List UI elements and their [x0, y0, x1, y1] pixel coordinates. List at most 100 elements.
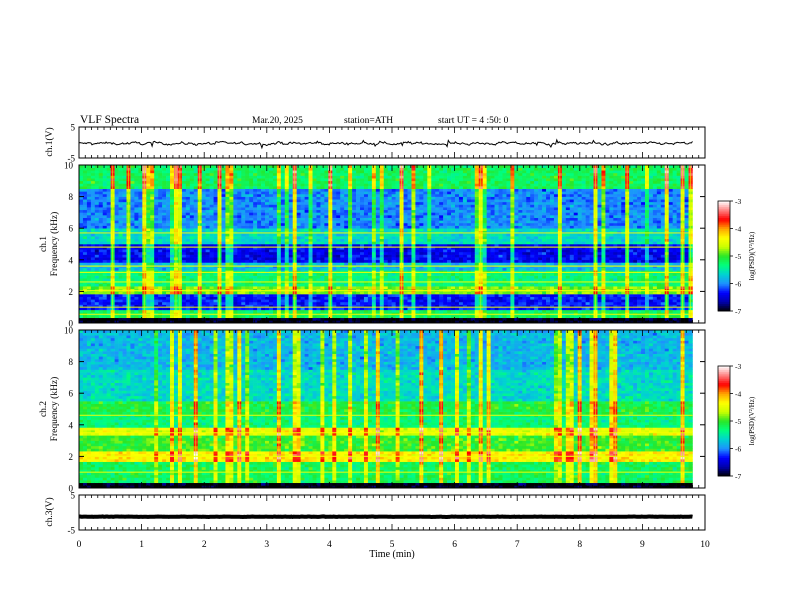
spectrogram-cell [237, 246, 242, 250]
spectrogram-cell [90, 186, 96, 189]
spectrogram-cell [154, 188, 159, 192]
spectrogram-cell [268, 238, 274, 242]
spectrogram-cell [395, 296, 400, 300]
spectrogram-cell [276, 294, 282, 297]
spectrogram-cell [90, 254, 96, 258]
spectrogram-cell [363, 207, 369, 211]
spectrogram-cell [122, 283, 127, 287]
spectrogram-cell [320, 301, 325, 305]
spectrogram-cell [296, 228, 301, 232]
spectrogram-cell [213, 233, 218, 237]
spectrogram-cell [395, 301, 400, 305]
spectrogram-cell [106, 193, 111, 197]
spectrogram-cell [320, 167, 325, 171]
spectrogram-cell [162, 244, 167, 247]
spectrogram-cell [276, 278, 282, 282]
spectrogram-cell [403, 251, 408, 255]
spectrogram-cell [276, 241, 282, 245]
spectrogram-cell [387, 207, 392, 211]
spectrogram-cell [98, 165, 104, 168]
spectrogram-cell [379, 246, 385, 250]
spectrogram-cell [98, 275, 104, 279]
spectrogram-cell [300, 309, 305, 313]
spectrogram-cell [106, 204, 111, 208]
spectrogram-cell [268, 244, 274, 247]
spectrogram-cell [130, 315, 135, 319]
spectrogram-cell [304, 215, 309, 218]
spectrogram-cell [276, 272, 282, 276]
spectrogram-cell [360, 238, 365, 242]
spectrogram-cell [371, 259, 377, 263]
spectrogram-cell [340, 207, 345, 211]
spectrogram-cell [150, 207, 155, 211]
spectrogram-cell [90, 315, 96, 319]
spectrogram-cell [300, 286, 305, 290]
spectrogram-cell [253, 238, 258, 242]
spectrogram-cell [138, 167, 143, 171]
spectrogram-cell [308, 249, 313, 253]
spectrogram-cell [371, 249, 377, 253]
spectrogram-cell [391, 188, 396, 192]
spectrogram-cell [193, 212, 199, 216]
spectrogram-cell [352, 186, 357, 189]
spectrogram-cell [276, 259, 282, 263]
spectrogram-cell [395, 217, 400, 221]
spectrogram-cell [90, 178, 96, 182]
spectrogram-cell [166, 196, 171, 200]
spectrogram-cell [146, 286, 151, 290]
spectrogram-cell [332, 230, 337, 234]
spectrogram-cell [233, 188, 238, 192]
spectrogram-cell [130, 178, 135, 182]
spectrogram-cell [106, 236, 111, 240]
spectrogram-cell [138, 270, 143, 274]
spectrogram-cell [146, 246, 151, 250]
spectrogram-cell [205, 228, 210, 232]
spectrogram-cell [201, 201, 206, 205]
spectrogram-cell [348, 238, 353, 242]
spectrogram-cell [118, 267, 123, 271]
spectrogram-cell [304, 180, 309, 184]
spectrogram-cell [356, 212, 361, 216]
spectrogram-cell [320, 246, 325, 250]
spectrogram-cell [106, 320, 111, 324]
spectrogram-cell [304, 167, 309, 171]
spectrogram-cell [98, 301, 104, 305]
spectrogram-cell [367, 246, 373, 250]
spectrogram-cell [181, 222, 187, 226]
spectrogram-cell [237, 267, 242, 271]
spectrogram-cell [233, 170, 238, 174]
spectrogram-cell [181, 267, 187, 271]
spectrogram-cell [328, 317, 333, 321]
spectrogram-cell [181, 275, 187, 279]
spectrogram-cell [332, 320, 337, 324]
spectrogram-cell [340, 186, 345, 189]
spectrogram-cell [352, 262, 357, 266]
spectrogram-cell [253, 170, 258, 174]
spectrogram-cell [395, 244, 400, 247]
spectrogram-cell [280, 251, 286, 255]
spectrogram-cell [150, 249, 155, 253]
spectrogram-cell [166, 294, 171, 297]
spectrogram-cell [225, 296, 230, 300]
spectrogram-cell [379, 212, 385, 216]
spectrogram-cell [185, 172, 191, 176]
spectrogram-cell [213, 228, 218, 232]
spectrogram-cell [387, 299, 392, 303]
spectrogram-cell [114, 236, 119, 240]
spectrogram-cell [324, 193, 329, 197]
spectrogram-cell [387, 315, 392, 319]
spectrogram-cell [166, 238, 171, 242]
spectrogram-cell [284, 215, 290, 218]
date-label: Mar.20, 2025 [252, 116, 303, 126]
spectrogram-cell [185, 167, 191, 171]
spectrogram-cell [332, 207, 337, 211]
spectrogram-cell [146, 191, 151, 195]
spectrogram-cell [205, 225, 210, 229]
spectrogram-cell [166, 172, 171, 176]
spectrogram-cell [138, 283, 143, 287]
spectrogram-cell [209, 272, 214, 276]
spectrogram-cell [367, 254, 373, 258]
spectrogram-cell [272, 315, 278, 319]
spectrogram-cell [225, 220, 230, 224]
spectrogram-cell [106, 225, 111, 229]
